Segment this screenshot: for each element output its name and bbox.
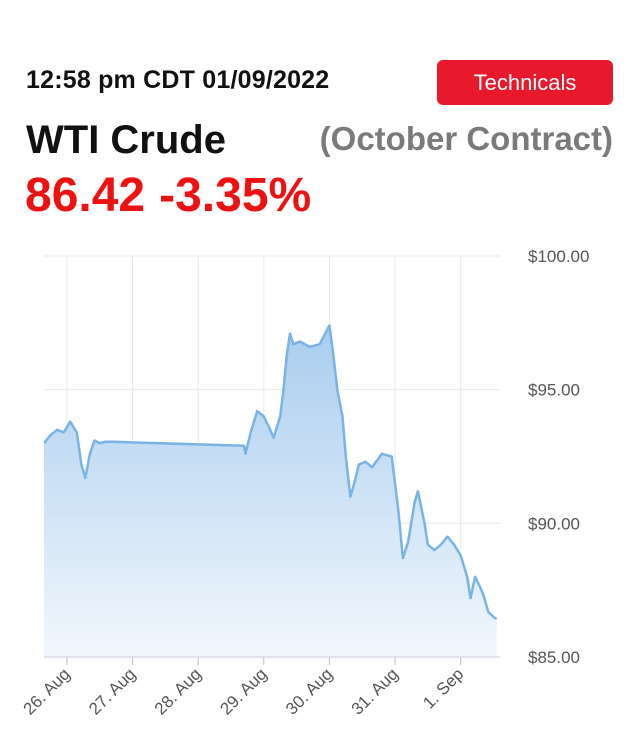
x-tick-label: 26. Aug: [20, 664, 74, 718]
y-tick-label: $85.00: [528, 648, 580, 667]
x-tick-label: 28. Aug: [151, 664, 205, 718]
x-tick-label: 27. Aug: [85, 664, 139, 718]
series-area: [44, 325, 497, 657]
x-tick-label: 1. Sep: [419, 664, 467, 712]
commodity-title: WTI Crude: [26, 118, 226, 162]
series-layer: [44, 324, 498, 657]
timestamp: 12:58 pm CDT 01/09/2022: [26, 66, 330, 94]
y-tick-label: $95.00: [528, 381, 580, 400]
contract-label: (October Contract): [319, 120, 613, 157]
series-line: [44, 324, 498, 621]
price-change: -3.35%: [159, 169, 312, 222]
y-tick-label: $90.00: [528, 514, 580, 533]
price-line: 86.42 -3.35%: [25, 168, 311, 223]
y-tick-label: $100.00: [528, 247, 589, 266]
x-tick-label: 30. Aug: [282, 664, 336, 718]
technicals-button[interactable]: Technicals: [437, 60, 613, 105]
x-tick-label: 31. Aug: [348, 664, 402, 718]
x-tick-label: 29. Aug: [216, 664, 270, 718]
price-value: 86.42: [25, 169, 146, 222]
